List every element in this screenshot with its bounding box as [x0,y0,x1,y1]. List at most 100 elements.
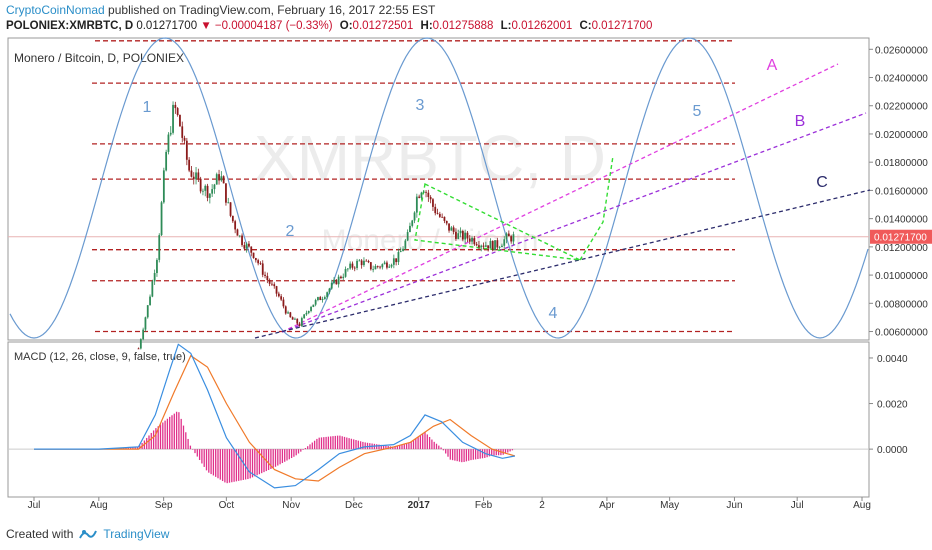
low-label: L: [500,20,512,32]
candle-body [420,192,423,198]
trendline-label: B [795,113,806,130]
candle-body [280,296,283,300]
candle-body [259,263,262,265]
watermark-name: Monero / Bitcoin [322,224,539,257]
candle-body [326,292,329,298]
candle-body [197,172,200,179]
candle-body [317,297,319,301]
cycle-wave [9,37,869,339]
tradingview-brand[interactable]: TradingView [103,527,170,541]
candle-body [372,269,375,271]
candle-body [305,312,308,315]
candle-body [473,237,476,245]
candle-body [179,114,181,127]
down-arrow-icon: ▼ [200,20,212,32]
candle-body [369,262,372,270]
candle-body [434,206,437,214]
wave-label: 1 [143,99,152,116]
candle-body [268,280,271,284]
candle-body [390,264,393,267]
candle-body [496,240,499,248]
candle-body [443,216,446,221]
candle-body [252,252,255,258]
candle-body [213,184,216,190]
candle-body [229,202,232,216]
wave-label: 5 [693,103,702,120]
candle-body [227,202,230,204]
candle-body [319,297,322,301]
x-tick-label: Aug [853,500,871,511]
candle-body [448,223,450,231]
candle-body [471,237,473,242]
candle-body [231,215,234,222]
candle-body [413,212,416,221]
candle-body [381,264,384,268]
candle-body [158,235,161,260]
candle-body [399,251,402,253]
y-tick-label: 0.01200000 [875,243,928,254]
trendline-c [254,189,871,339]
x-tick-label: 2017 [408,500,431,511]
candle-body [510,236,513,242]
candle-body [482,245,485,247]
candle-body [167,134,170,152]
wave-label: 4 [549,305,558,322]
candle-body [257,260,260,264]
candle-body [427,192,430,198]
candle-body [452,227,455,232]
candle-body [190,170,193,177]
candle-body [204,185,207,191]
candle-body [457,233,460,239]
candle-body [358,260,361,262]
candle-body [314,300,317,305]
candle-body [289,312,292,318]
candle-body [406,232,409,241]
candle-body [312,304,315,307]
macd-pane [7,341,870,498]
candle-body [429,197,432,200]
y-tick-label: 0.02200000 [875,102,928,113]
candle-body [512,234,515,242]
price-change: −0.00004187 (−0.33%) [214,20,333,32]
macd-pane-title: MACD (12, 26, close, 9, false, true) [14,351,186,363]
candle-body [245,243,248,249]
candle-body [254,257,257,261]
main-pane-title: Monero / Bitcoin, D, POLONIEX [14,51,184,65]
candle-body [296,318,299,324]
candle-body [404,240,407,249]
author-link[interactable]: CryptoCoinNomad [6,3,105,17]
created-with-text: Created with [6,527,74,541]
candle-body [349,263,352,269]
candle-body [487,245,490,249]
x-tick-label: Dec [345,500,363,511]
candle-body [344,269,347,277]
candle-body [176,108,179,115]
candle-body [464,232,467,240]
candle-body [243,245,246,249]
candle-body [250,246,253,253]
candle-body [206,185,209,198]
candle-body [388,266,391,268]
candle-body [225,183,227,203]
candle-body [489,241,492,249]
candle-body [211,189,214,194]
candle-body [330,282,333,289]
candle-body [397,252,400,263]
candle-body [195,172,197,180]
trendline-b [281,112,867,333]
y-tick-label: 0.01600000 [875,186,928,197]
candle-body [261,263,264,275]
y-tick-label: 0.00600000 [875,328,928,339]
candle-body [165,151,168,171]
candle-body [438,213,441,217]
x-tick-label: Jul [28,500,41,511]
candle-body [202,190,204,192]
ohlc-bar: POLONIEX:XMRBTC, D 0.01271700 ▼ −0.00004… [6,20,652,32]
candle-body [291,317,294,320]
x-tick-label: Jun [726,500,742,511]
wave-label: 3 [416,97,425,114]
symbol-label: POLONIEX:XMRBTC, D [6,20,134,32]
candle-body [379,266,381,268]
candle-body [351,263,354,268]
